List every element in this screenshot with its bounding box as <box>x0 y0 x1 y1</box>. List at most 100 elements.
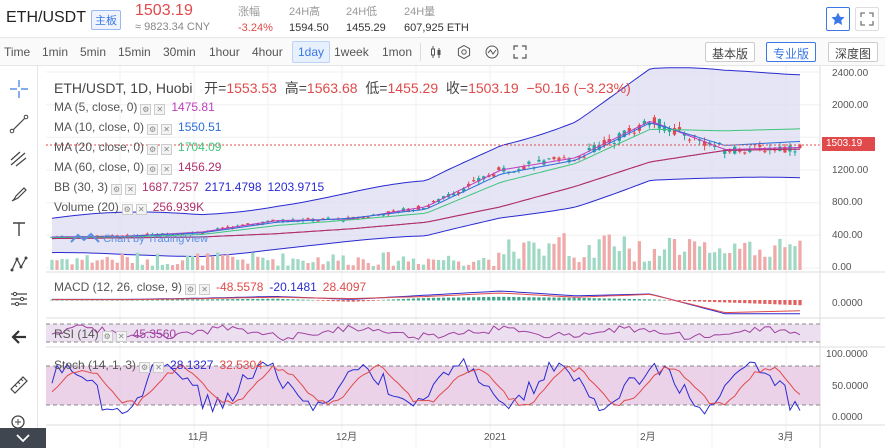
close-icon[interactable]: ✕ <box>154 104 166 115</box>
settings-icon[interactable]: ⚙ <box>139 362 151 373</box>
close-icon[interactable]: ✕ <box>161 144 173 155</box>
macd-bar <box>773 300 777 305</box>
macd-bar <box>667 300 672 301</box>
fullscreen-button[interactable] <box>855 7 879 31</box>
close-icon[interactable]: ✕ <box>115 331 127 342</box>
timeframe-5min[interactable]: 5min <box>80 45 107 59</box>
pair-name[interactable]: ETH/USDT <box>6 9 86 26</box>
indicator-ma60[interactable]: MA (60, close, 0) ⚙ ✕ 1456.29 <box>54 160 221 175</box>
macd-bar <box>632 299 636 301</box>
volume-bar <box>396 260 401 270</box>
tool-ruler[interactable] <box>6 372 32 398</box>
indicator-bb[interactable]: BB (30, 3) ⚙ ✕ 1687.7257 2171.4798 1203.9715 <box>54 180 324 195</box>
volume-bar <box>306 263 310 270</box>
indicator-stoch[interactable]: Stoch (14, 1, 3) ⚙ ✕ 28.1327 32.5304 <box>54 358 263 373</box>
price-tick: 0.00 <box>832 262 852 273</box>
volume-bar <box>582 257 586 270</box>
price-axis: 2400.00 2000.00 1200.00 800.00 400.00 0.… <box>826 68 869 423</box>
indicator-ma10[interactable]: MA (10, close, 0) ⚙ ✕ 1550.51 <box>54 120 221 135</box>
drawing-tools-panel <box>0 66 38 448</box>
tool-brush[interactable] <box>6 181 32 207</box>
tool-back[interactable] <box>6 324 32 350</box>
time-tick: 2月 <box>640 431 656 443</box>
macd-bar <box>577 297 581 301</box>
tradingview-logo[interactable]: Chart by TradingView <box>70 232 208 245</box>
stat-value: -3.24% <box>238 22 273 34</box>
close-icon[interactable]: ✕ <box>199 284 211 295</box>
settings-icon[interactable]: ⚙ <box>121 204 133 215</box>
settings-icon[interactable]: ⚙ <box>185 284 197 295</box>
macd-bar <box>552 297 556 301</box>
settings-icon[interactable]: ⚙ <box>140 104 152 115</box>
volume-bar <box>165 263 170 270</box>
candle-body <box>577 156 581 158</box>
timeframe-30min[interactable]: 30min <box>163 45 196 59</box>
close-icon[interactable]: ✕ <box>125 184 137 195</box>
candle-body <box>441 196 446 199</box>
favorite-button[interactable] <box>826 7 850 31</box>
indicator-rsi[interactable]: RSI (14) ⚙ ✕ 45.3560 <box>54 327 176 342</box>
chart-legend: ETH/USDT, 1D, Huobi 开=1553.53 高=1563.68 … <box>54 78 824 218</box>
settings-icon[interactable]: ⚙ <box>101 331 113 342</box>
candle-body <box>612 142 616 144</box>
volume-bar <box>783 247 787 270</box>
settings-icon[interactable]: ⚙ <box>147 124 159 135</box>
tool-measure[interactable] <box>6 286 32 312</box>
tool-fib[interactable] <box>6 146 32 172</box>
indicator-volume[interactable]: Volume (20) ⚙ ✕ 256.939K <box>54 200 204 215</box>
macd-bar <box>296 299 300 301</box>
indicators-icon <box>485 45 499 59</box>
macd-bar <box>758 300 762 304</box>
timeframe-1day[interactable]: 1day <box>292 41 331 63</box>
settings-icon[interactable]: ⚙ <box>111 184 123 195</box>
timeframe-4hour[interactable]: 4hour <box>252 45 283 59</box>
tools-collapse-button[interactable] <box>0 428 46 448</box>
settings-icon[interactable]: ⚙ <box>147 164 159 175</box>
macd-tick: 0.0000 <box>832 298 863 309</box>
view-pro-button[interactable]: 专业版 <box>766 42 817 62</box>
fullscreen-chart-button[interactable] <box>510 42 530 62</box>
candle-body <box>145 233 150 236</box>
close-icon[interactable]: ✕ <box>161 124 173 135</box>
candle-body <box>602 139 606 146</box>
close-icon[interactable]: ✕ <box>161 164 173 175</box>
macd-bar <box>276 298 280 301</box>
settings-button[interactable] <box>454 42 474 62</box>
view-basic-button[interactable]: 基本版 <box>705 42 756 62</box>
indicator-macd[interactable]: MACD (12, 26, close, 9) ⚙ ✕ -48.5578 -20.148… <box>54 280 366 295</box>
volume-bar <box>195 253 200 270</box>
timeframe-15min[interactable]: 15min <box>118 45 151 59</box>
tool-pattern[interactable] <box>6 251 32 277</box>
volume-bar <box>351 265 355 270</box>
candle-body <box>497 167 501 171</box>
volume-bar <box>672 238 677 270</box>
candle-body <box>451 193 456 196</box>
volume-bar <box>421 264 426 270</box>
timeframe-1mon[interactable]: 1mon <box>382 45 413 59</box>
macd-bar <box>371 300 375 301</box>
volume-bar <box>702 242 707 270</box>
volume-bar <box>60 259 64 270</box>
volume-bar <box>160 264 165 270</box>
volume-bar <box>557 237 561 270</box>
close-icon[interactable]: ✕ <box>135 204 147 215</box>
timeframe-time[interactable]: Time <box>4 45 31 59</box>
timeframe-1week[interactable]: 1week <box>334 45 369 59</box>
tool-trend-line[interactable] <box>6 111 32 137</box>
timeframe-1min[interactable]: 1min <box>42 45 69 59</box>
chart-type-button[interactable] <box>426 42 446 62</box>
close-icon[interactable]: ✕ <box>153 362 165 373</box>
price-chart[interactable]: 2400.00 2000.00 1200.00 800.00 400.00 0.… <box>0 66 885 448</box>
tool-text[interactable] <box>6 216 32 242</box>
timeframe-1hour[interactable]: 1hour <box>209 45 240 59</box>
indicator-ma5[interactable]: MA (5, close, 0) ⚙ ✕ 1475.81 <box>54 100 215 115</box>
volume-bar <box>647 260 652 270</box>
indicator-ma20[interactable]: MA (20, close, 0) ⚙ ✕ 1704.09 <box>54 140 221 155</box>
settings-icon[interactable]: ⚙ <box>147 144 159 155</box>
macd-bar <box>728 300 732 303</box>
tool-crosshair[interactable] <box>6 76 32 102</box>
chart-symbol[interactable]: ETH/USDT, 1D, Huobi <box>54 80 193 96</box>
view-depth-button[interactable]: 深度图 <box>828 42 879 62</box>
candle-body <box>341 220 345 222</box>
indicators-button[interactable] <box>482 42 502 62</box>
